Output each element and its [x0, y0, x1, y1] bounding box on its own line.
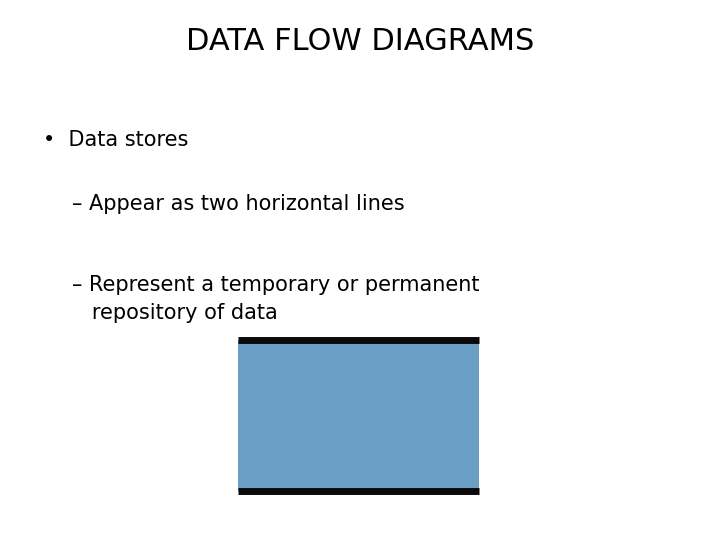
Text: DATA FLOW DIAGRAMS: DATA FLOW DIAGRAMS: [186, 27, 534, 56]
Text: – Represent a temporary or permanent
   repository of data: – Represent a temporary or permanent rep…: [72, 275, 480, 323]
Bar: [238, 340, 479, 491]
Text: •  Data stores: • Data stores: [43, 130, 189, 150]
Text: – Appear as two horizontal lines: – Appear as two horizontal lines: [72, 194, 405, 214]
